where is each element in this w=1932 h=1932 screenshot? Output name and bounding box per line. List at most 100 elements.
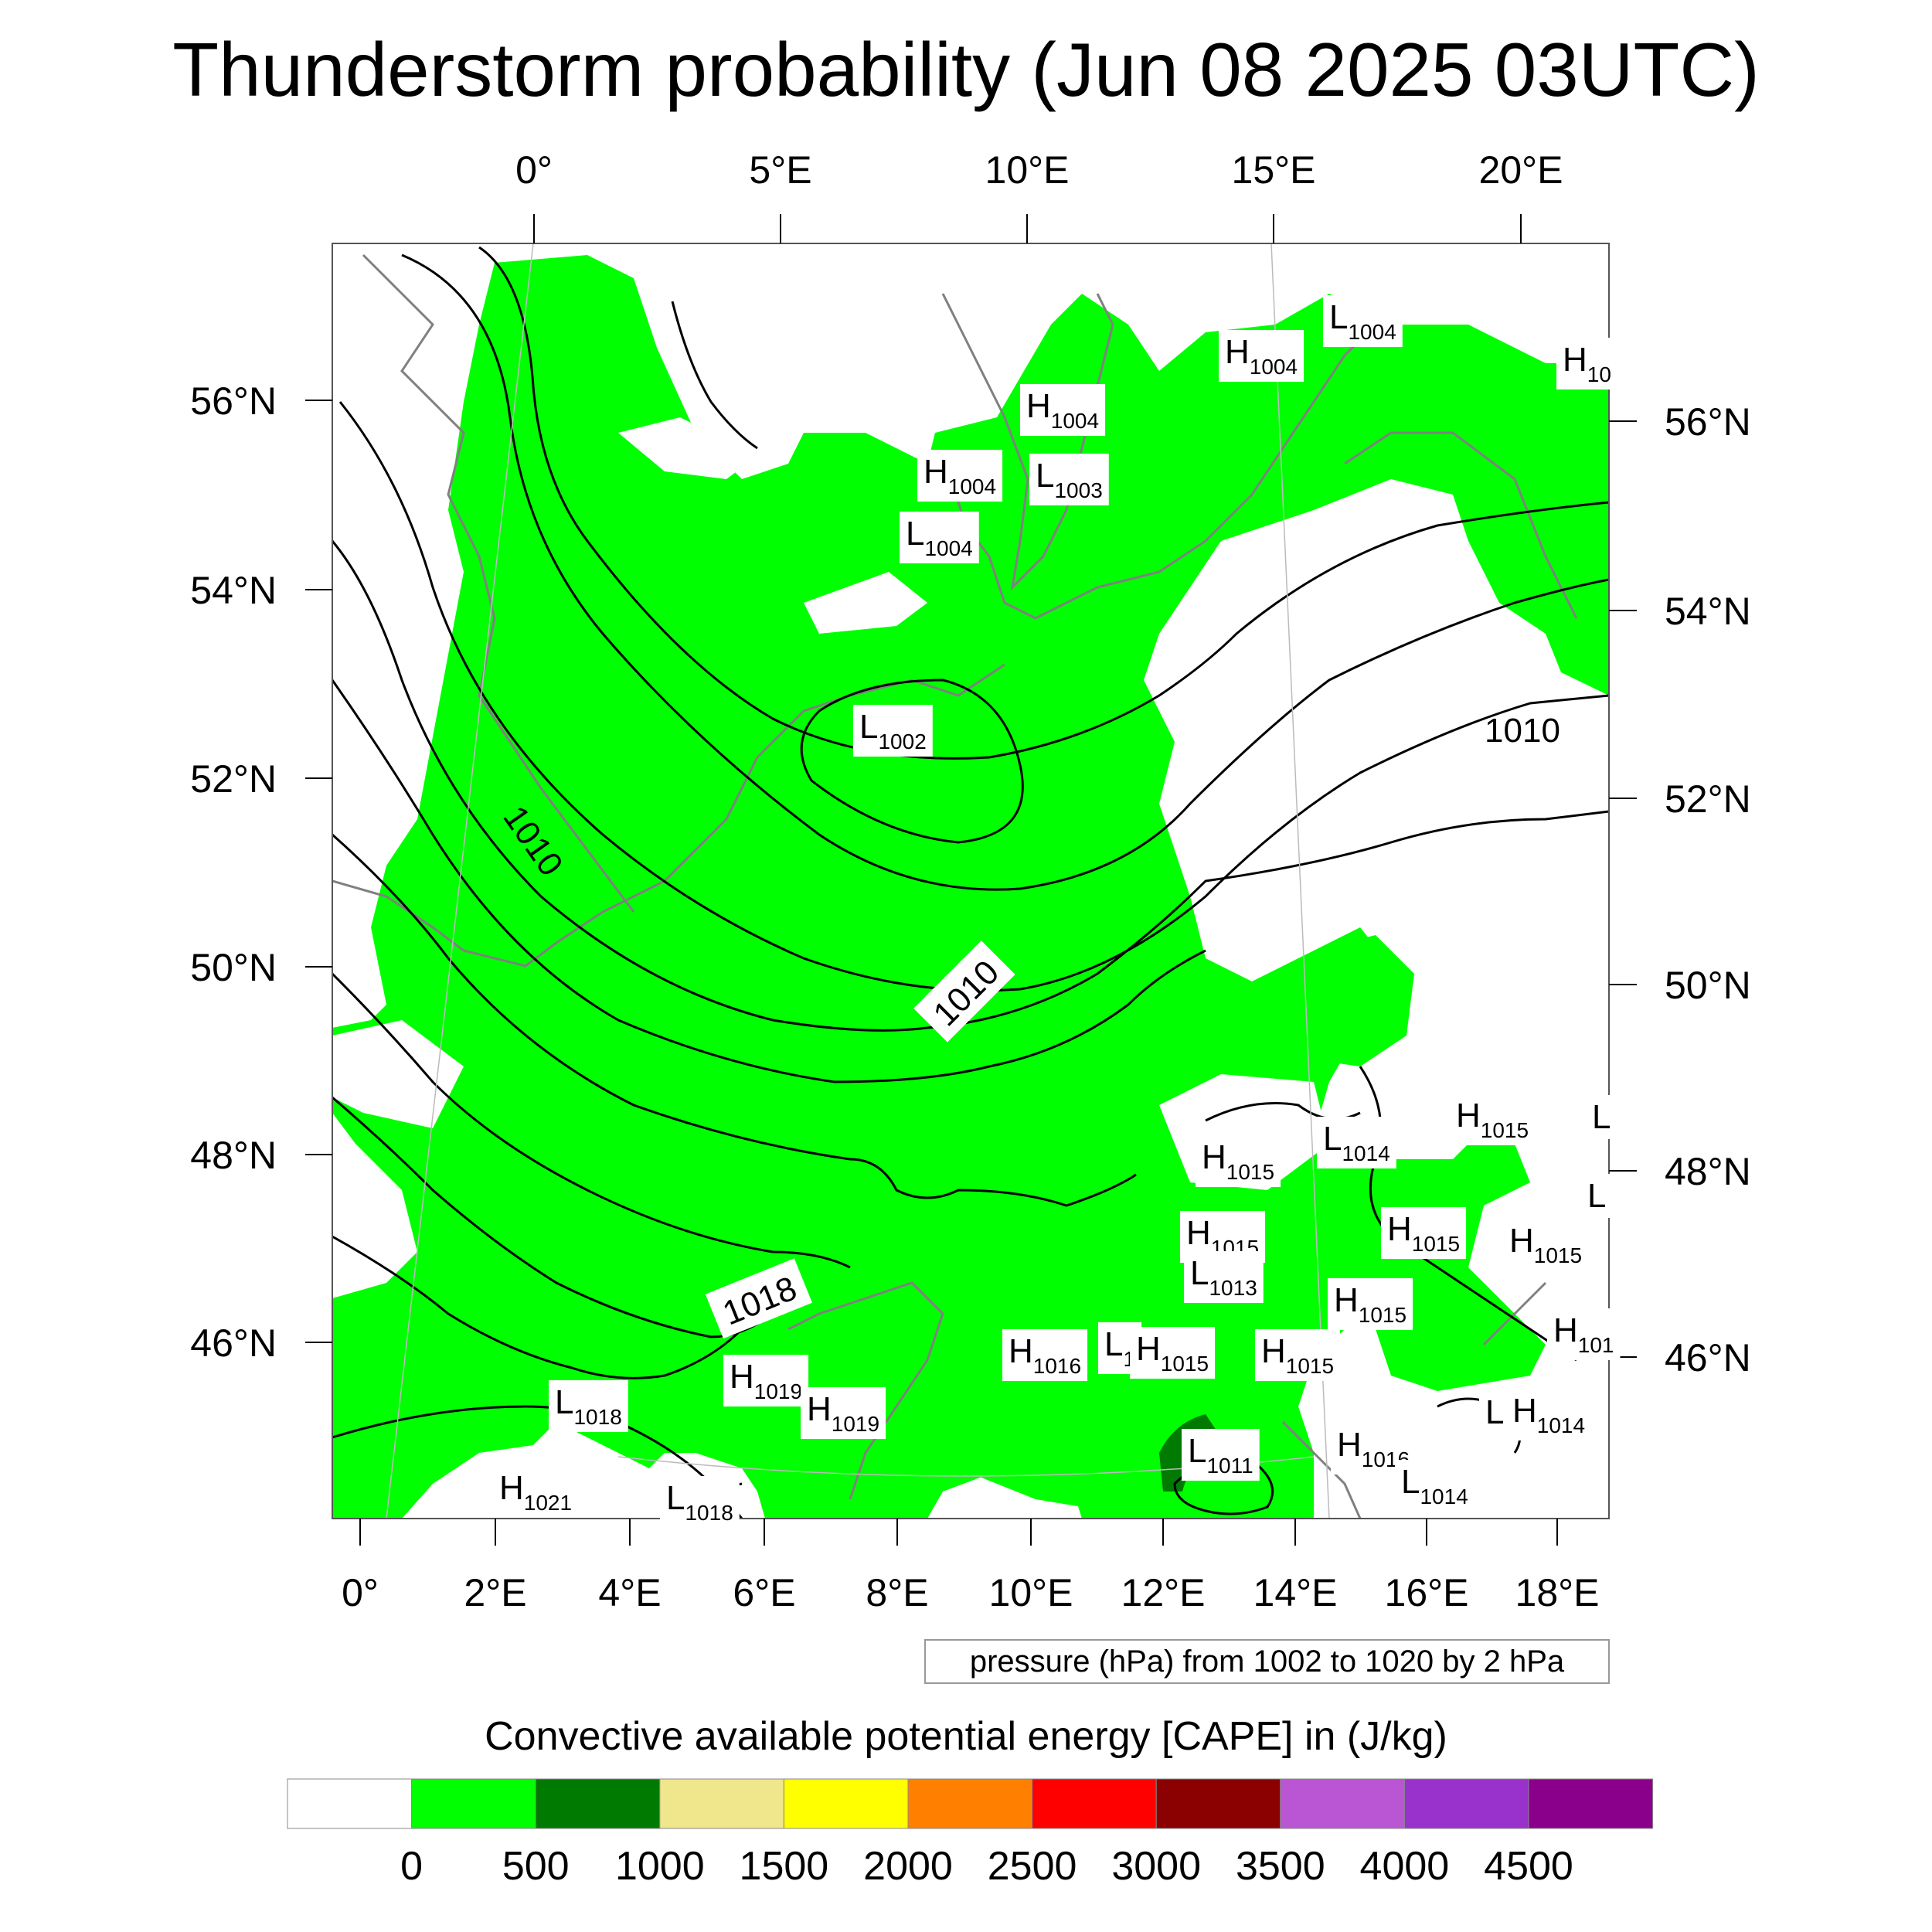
top-lon-axis: 0° 5°E 10°E 15°E 20°E: [515, 148, 1563, 243]
bottom-lon-label: 6°E: [733, 1571, 795, 1614]
pressure-center-box: [1002, 1329, 1088, 1381]
pressure-center-box: [1506, 1389, 1592, 1440]
high-pressure-center: H101: [1553, 1311, 1614, 1357]
pressure-center-box: [1381, 1207, 1467, 1259]
pressure-centers: L1004 H1004 H10 H1004 H1004 L1003 L1004 L1002 H1…: [493, 295, 1621, 1528]
pressure-center-box: [1395, 1460, 1475, 1512]
colorbar-swatch: [783, 1778, 909, 1829]
low-pressure-center: L1018: [555, 1383, 622, 1429]
right-lat-axis: 56°N 54°N 52°N 50°N 48°N 46°N: [1609, 400, 1751, 1379]
low-pressure-center: L1004: [906, 515, 973, 560]
pressure-center-box: [801, 1387, 886, 1439]
colorbar-tick-label: 3000: [1111, 1844, 1201, 1889]
top-lon-label: 10°E: [985, 148, 1070, 192]
cape-area-main: [332, 255, 1609, 1519]
pressure-center-box: [1219, 330, 1304, 382]
bottom-lon-label: 10°E: [989, 1571, 1073, 1614]
coastlines: [332, 253, 1578, 1519]
low-pressure-center: L: [1592, 1098, 1611, 1136]
low-pressure-center: L: [1485, 1393, 1504, 1431]
low-pressure-center: L1014: [1323, 1120, 1390, 1165]
pressure-center-box: [1020, 384, 1106, 436]
colorbar-swatch: [535, 1778, 661, 1829]
pressure-center-box: [1450, 1094, 1536, 1145]
pressure-center-box: [917, 450, 1003, 502]
colorbar-swatch: [1403, 1778, 1529, 1829]
bottom-lon-label: 8°E: [866, 1571, 928, 1614]
pressure-center-box: [493, 1466, 579, 1518]
pressure-center-box: [1323, 295, 1403, 347]
high-pressure-center: H1015: [1261, 1332, 1334, 1378]
high-pressure-center: H1004: [923, 453, 996, 498]
high-pressure-center: H1016: [1009, 1332, 1081, 1378]
right-lat-label: 56°N: [1665, 400, 1751, 444]
pressure-center-box: [723, 1355, 809, 1406]
bottom-lon-label: 0°: [342, 1571, 379, 1614]
top-lon-label: 0°: [515, 148, 553, 192]
bottom-lon-label: 16°E: [1385, 1571, 1469, 1614]
low-pressure-center: L1011: [1188, 1432, 1253, 1478]
pressure-center-box: [853, 705, 933, 757]
cape-colorbar: 0 500 1000 1500 2000 2500 3000 3500 4000 4500: [287, 1778, 1654, 1889]
colorbar-tick-label: 2500: [988, 1844, 1077, 1889]
high-pressure-center: H1015: [1387, 1210, 1460, 1256]
pressure-center-box: [1196, 1135, 1281, 1187]
colorbar-tick-label: 4000: [1360, 1844, 1450, 1889]
high-pressure-center: H1019: [730, 1358, 802, 1403]
colorbar-swatch: [907, 1778, 1033, 1829]
high-pressure-center: H1004: [1026, 387, 1099, 433]
high-pressure-center: H10: [1563, 341, 1611, 386]
colorbar-swatch: [659, 1778, 784, 1829]
low-pressure-center: L1014: [1401, 1463, 1468, 1509]
colorbar-swatch: [1032, 1778, 1157, 1829]
top-lon-label: 5°E: [749, 148, 811, 192]
colorbar-tick-label: 1000: [615, 1844, 705, 1889]
high-pressure-center: H1015: [1456, 1097, 1529, 1142]
right-lat-label: 54°N: [1665, 590, 1751, 633]
high-pressure-center: H1021: [499, 1469, 572, 1515]
bottom-lon-label: 4°E: [598, 1571, 661, 1614]
high-pressure-center: H1014: [1512, 1392, 1585, 1437]
top-lon-label: 15°E: [1232, 148, 1316, 192]
pressure-center-box: [1581, 1174, 1613, 1218]
pressure-center-box: [1130, 1327, 1216, 1379]
colorbar-tick-label: 4500: [1484, 1844, 1573, 1889]
pressure-center-box: [1556, 338, 1617, 389]
pressure-center-box: [1586, 1095, 1617, 1139]
colorbar-swatch: [1280, 1778, 1405, 1829]
colorbar-swatch: [411, 1778, 536, 1829]
colorbar-title: Convective available potential energy [C…: [485, 1714, 1447, 1759]
bottom-lon-label: 12°E: [1121, 1571, 1206, 1614]
pressure-note: pressure (hPa) from 1002 to 1020 by 2 hP…: [924, 1639, 1610, 1684]
left-lat-label: 52°N: [190, 757, 277, 801]
low-pressure-center: L: [1587, 1177, 1606, 1215]
bottom-lon-label: 2°E: [464, 1571, 526, 1614]
right-lat-label: 52°N: [1665, 777, 1751, 821]
pressure-center-box: [660, 1476, 740, 1528]
pressure-center-box: [1182, 1429, 1260, 1481]
low-pressure-center: L1002: [859, 708, 927, 753]
high-pressure-center: H1015: [1334, 1281, 1406, 1327]
low-pressure-center: L1003: [1036, 457, 1103, 502]
isobar-label: 1010: [1485, 712, 1560, 750]
cape-gap-west: [332, 1020, 464, 1128]
left-lat-label: 46°N: [190, 1321, 277, 1365]
high-pressure-center: H1015: [1509, 1222, 1582, 1267]
map-frame: [332, 243, 1610, 1519]
bottom-lon-axis: 0° 2°E 4°E 6°E 8°E 10°E 12°E 14°E 16°E 1…: [342, 1519, 1599, 1614]
high-pressure-center: H1019: [807, 1390, 879, 1436]
bottom-lon-label: 18°E: [1515, 1571, 1600, 1614]
colorbar-tick-label: 500: [502, 1844, 570, 1889]
top-lon-label: 20°E: [1479, 148, 1563, 192]
colorbar-tick-label: 1500: [740, 1844, 829, 1889]
pressure-center-box: [1328, 1278, 1413, 1330]
pressure-center-box: [1029, 454, 1109, 505]
left-lat-label: 50°N: [190, 946, 277, 989]
colorbar-tick-label: 2000: [863, 1844, 953, 1889]
low-pressure-center: L1018: [666, 1479, 733, 1525]
pressure-center-box: [1503, 1219, 1589, 1270]
colorbar-swatch: [1528, 1778, 1654, 1829]
pressure-center-box: [549, 1380, 628, 1432]
pressure-center-box: [1184, 1251, 1264, 1303]
